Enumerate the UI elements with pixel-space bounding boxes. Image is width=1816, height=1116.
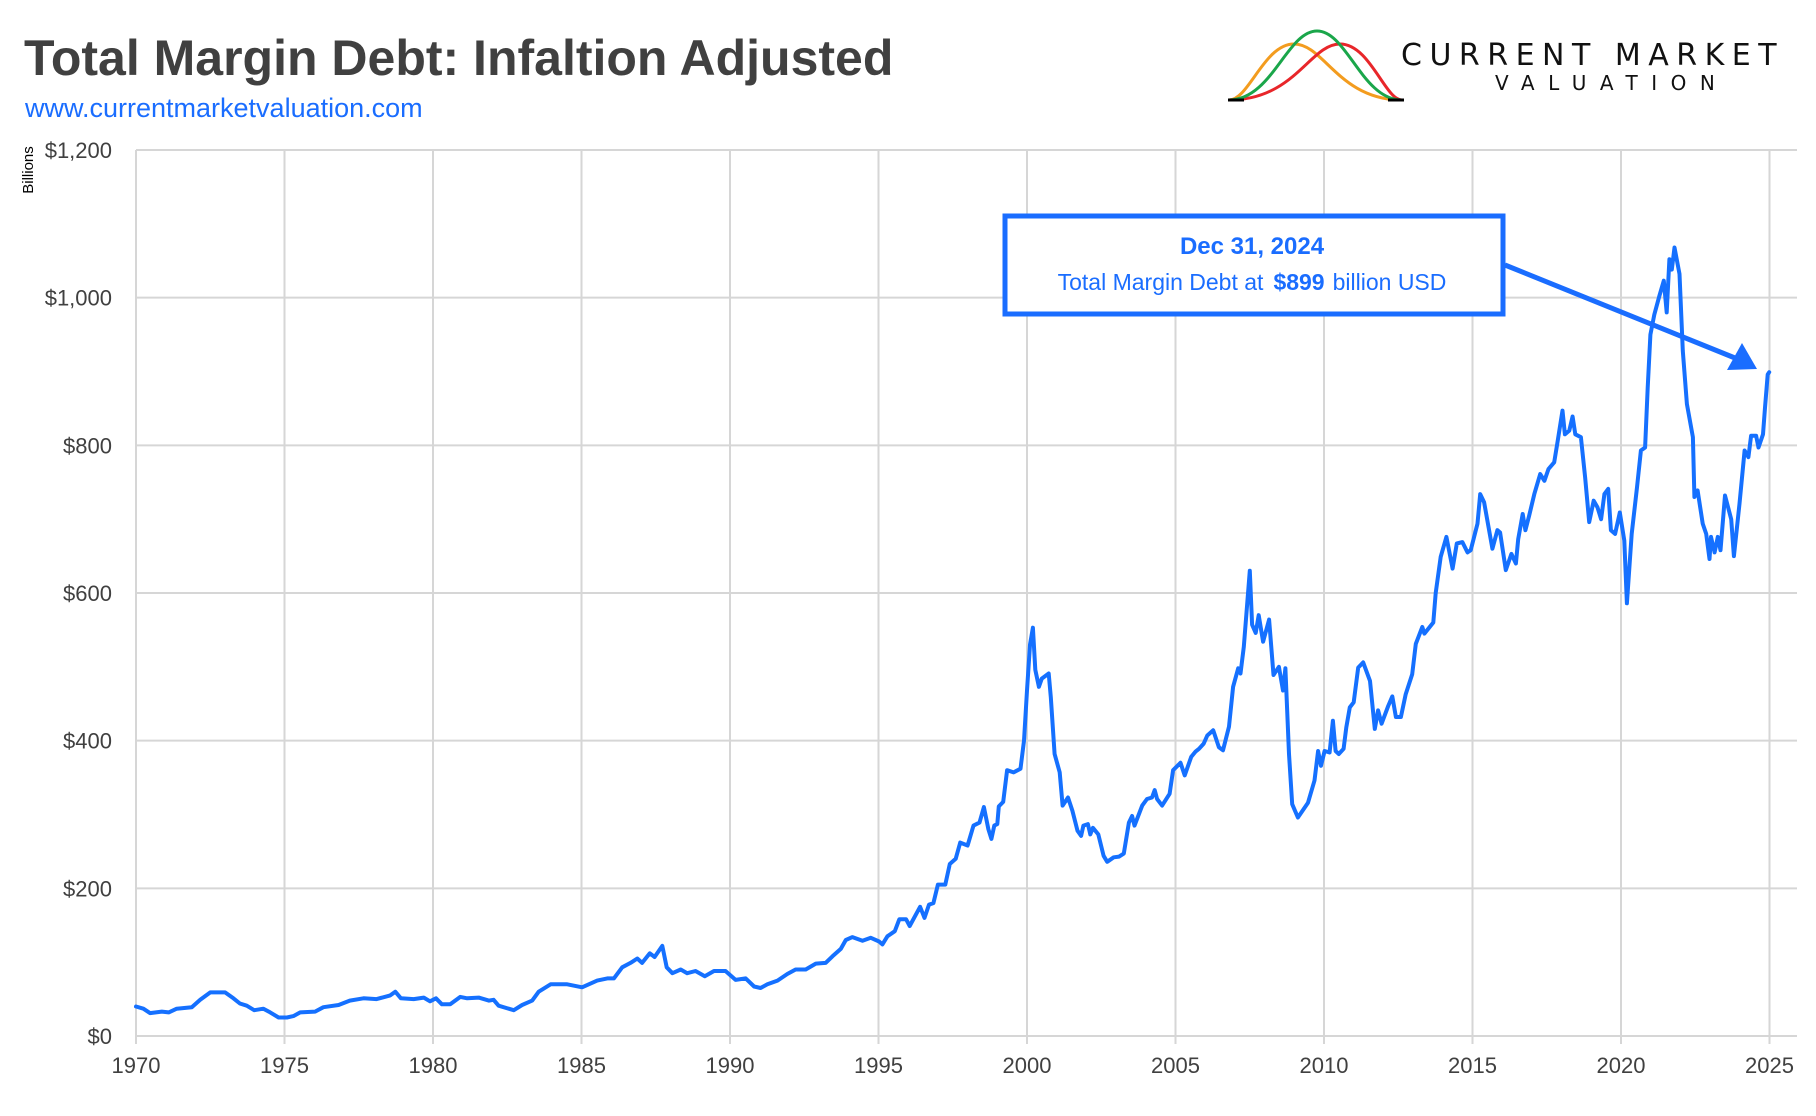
annotation-box — [1002, 213, 1506, 317]
annotation-prefix: Total Margin Debt at — [1058, 269, 1264, 295]
x-tick-label: 2020 — [1597, 1053, 1646, 1078]
arrow-head-icon — [1727, 343, 1757, 370]
x-tick-label: 2010 — [1300, 1053, 1349, 1078]
y-tick-label: $400 — [63, 729, 112, 754]
x-tick-label: 1985 — [557, 1053, 606, 1078]
logo-line2: VALUATION — [1495, 71, 1728, 95]
bell-curves-logo-icon — [1228, 29, 1404, 102]
green-curve-icon — [1228, 29, 1403, 102]
x-tick-label: 1975 — [260, 1053, 309, 1078]
website-link[interactable]: www.currentmarketvaluation.com — [24, 93, 423, 123]
chart-title: Total Margin Debt: Infaltion Adjusted — [24, 30, 893, 86]
annotation-text: Total Margin Debt at $899 billion USD — [1058, 269, 1447, 295]
y-tick-label: $1,200 — [45, 138, 112, 163]
x-tick-label: 2005 — [1151, 1053, 1200, 1078]
x-tick-label: 1990 — [706, 1053, 755, 1078]
y-tick-label: $600 — [63, 581, 112, 606]
x-tick-label: 2025 — [1745, 1053, 1794, 1078]
x-tick-label: 2000 — [1003, 1053, 1052, 1078]
x-tick-label: 1970 — [112, 1053, 161, 1078]
annotation-arrow — [1504, 262, 1736, 361]
y-axis-label: Billions — [20, 146, 37, 194]
annotation-value: $899 — [1273, 269, 1324, 295]
x-axis-ticks: 1970 1975 1980 1985 1990 1995 2000 2005 2010 2015… — [112, 1053, 1794, 1078]
annotation-date: Dec 31, 2024 — [1180, 233, 1325, 260]
logo-line1: CURRENT MARKET — [1401, 38, 1784, 73]
logo: CURRENT MARKET VALUATION — [1228, 29, 1784, 102]
y-tick-label: $0 — [88, 1024, 112, 1049]
y-tick-label: $1,000 — [45, 286, 112, 311]
annotation-suffix: billion USD — [1333, 269, 1447, 295]
y-tick-label: $200 — [63, 876, 112, 901]
x-tick-label: 1995 — [854, 1053, 903, 1078]
y-axis-ticks: $0 $200 $400 $600 $800 $1,000 $1,200 — [45, 138, 112, 1049]
x-tick-label: 1980 — [409, 1053, 458, 1078]
grid — [135, 149, 1797, 1044]
annotation-callout: Dec 31, 2024 Total Margin Debt at $899 bil… — [1002, 213, 1757, 370]
y-tick-label: $800 — [63, 433, 112, 458]
x-tick-label: 2015 — [1448, 1053, 1497, 1078]
series-line-margin-debt — [134, 245, 1772, 1020]
